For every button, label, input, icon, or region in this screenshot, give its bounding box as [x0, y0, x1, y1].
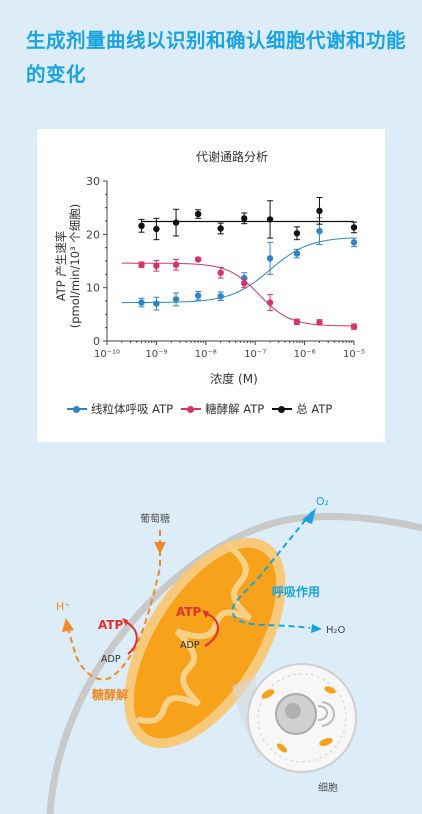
data-point	[194, 292, 202, 299]
data-point	[266, 255, 274, 262]
cell-label: 细胞	[318, 781, 338, 794]
hplus-arrowhead	[62, 618, 74, 632]
data-point	[217, 225, 224, 232]
adp-cyto-label: ADP	[101, 654, 121, 665]
respiration-label: 呼吸作用	[272, 584, 320, 599]
x-tick-label: 10⁻⁵	[343, 349, 365, 360]
legend-item-2: 总 ATP	[272, 401, 332, 417]
legend-label: 线粒体呼吸 ATP	[91, 402, 174, 416]
data-point	[138, 222, 145, 229]
x-tick-label: 10⁻⁶	[294, 349, 316, 360]
legend-swatch	[67, 404, 87, 414]
data-point	[316, 207, 323, 215]
glucose-label: 葡萄糖	[140, 512, 170, 525]
data-point	[241, 215, 248, 222]
data-point	[241, 280, 248, 287]
data-point	[153, 262, 160, 269]
data-point	[316, 227, 323, 235]
x-tick-label: 10⁻⁹	[145, 349, 167, 360]
atp-mito-label: ATP	[176, 605, 202, 619]
page-title: 生成剂量曲线以识别和确认细胞代谢和功能的变化	[26, 29, 407, 86]
y-axis-label-line1: ATP 产生速率	[54, 231, 68, 302]
data-point	[153, 300, 160, 307]
data-point	[241, 274, 248, 282]
data-point	[217, 269, 224, 276]
hplus-label: H⁺	[56, 600, 70, 613]
fit-curve-0	[121, 237, 355, 304]
x-tick-label: 10⁻⁷	[244, 349, 266, 360]
o2-path	[231, 511, 313, 629]
atp-cyto-label: ATP	[98, 618, 124, 632]
data-point	[266, 299, 274, 306]
data-point	[172, 219, 180, 226]
chart-card: 代谢通路分析 0 10 20 30 10⁻¹⁰ 10⁻⁹ 10⁻⁸ 10⁻⁷ 10⁻⁶ 10⁻⁵ …	[37, 129, 385, 442]
data-point	[217, 293, 224, 300]
glycolysis-label: 糖酵解	[92, 687, 128, 702]
chart-title: 代谢通路分析	[196, 149, 268, 164]
data-point	[293, 230, 301, 237]
data-point	[350, 323, 358, 330]
data-point	[172, 296, 180, 303]
data-point	[316, 319, 323, 326]
o2-label: O₂	[316, 495, 329, 508]
data-point	[350, 224, 358, 231]
glucose-arrowhead	[154, 542, 166, 554]
legend-item-0: 线粒体呼吸 ATP	[67, 401, 173, 417]
legend-swatch	[272, 404, 293, 414]
h2o-label: H₂O	[326, 625, 346, 636]
glycolysis-path	[67, 530, 161, 681]
atp-cyto-arrow	[125, 621, 138, 655]
data-point	[350, 239, 358, 246]
data-point	[293, 250, 301, 257]
data-point	[138, 261, 145, 268]
legend-label: 总 ATP	[296, 402, 333, 416]
data-point	[293, 318, 301, 325]
data-point	[194, 256, 202, 263]
x-tick-label: 10⁻⁸	[195, 349, 217, 360]
y-axis-label-line2: (pmol/min/10³ 个细胞)	[68, 204, 82, 329]
legend-label: 糖酵解 ATP	[205, 402, 265, 416]
legend-item-1: 糖酵解 ATP	[181, 401, 264, 417]
x-tick-label: 10⁻¹⁰	[94, 349, 120, 360]
chart-legend: 线粒体呼吸 ATP 糖酵解 ATP 总 ATP	[67, 401, 377, 417]
adp-mito-label: ADP	[180, 640, 200, 651]
data-point	[172, 261, 180, 268]
y-tick-label: 30	[86, 175, 100, 188]
data-point	[138, 299, 145, 306]
fit-curve-1	[121, 262, 354, 327]
y-tick-label: 0	[93, 335, 100, 348]
y-tick-label: 10	[86, 282, 100, 295]
atp-mito-arrow	[204, 613, 219, 647]
data-point	[194, 210, 202, 218]
data-point	[153, 225, 160, 233]
legend-swatch	[181, 404, 202, 414]
metabolism-diagram: 葡萄糖 H⁺ 糖酵解 ATP ADP O₂ H₂O 呼吸作用 ATP ADP 细…	[46, 495, 422, 814]
cell-inset	[232, 663, 357, 773]
data-point	[266, 216, 274, 223]
cell-membrane	[46, 512, 422, 814]
x-axis-label: 浓度 (M)	[210, 371, 258, 386]
y-tick-label: 20	[86, 228, 100, 241]
